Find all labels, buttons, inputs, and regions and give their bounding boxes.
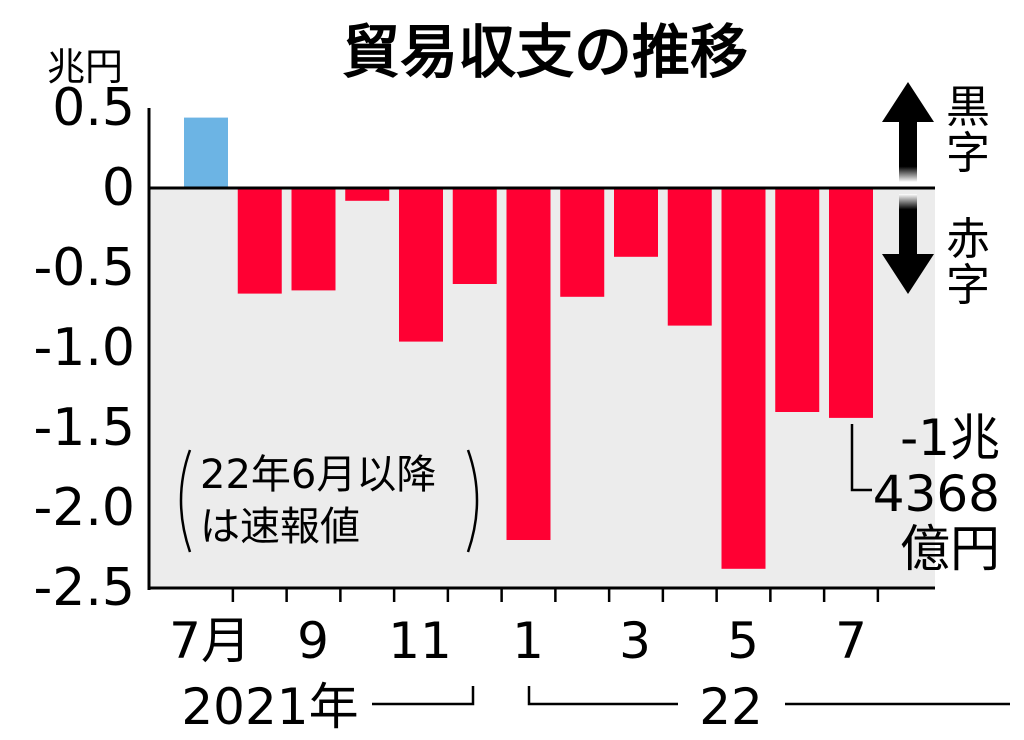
legend-surplus-label: 黒字 [946,82,990,179]
deficit-bar [721,188,766,569]
surplus-bar [184,117,228,188]
deficit-bar [829,188,873,418]
deficit-bar [560,188,605,297]
y-tick-label: -1.0 [34,318,135,378]
annotation-leader-line [850,424,872,492]
deficit-bar [452,188,497,284]
annotation-line-3: 億円 [900,520,1000,578]
note-right-paren [466,449,479,553]
note-line-1: 22年6月以降 [200,452,436,498]
x-tick-label: 9 [297,612,329,670]
x-tick-label: 5 [727,612,759,670]
annotation-line-2: 4368 [873,465,1000,523]
x-tick-marks [231,588,880,602]
deficit-bar [291,188,336,291]
y-tick-label: 0 [102,158,135,218]
year-label-2021: 2021年 [181,678,358,736]
year-label-2022: 22 [699,678,763,736]
y-tick-label: -0.5 [34,238,135,298]
x-tick-label: 1 [512,612,544,670]
chart-title: 貿易収支の推移 [342,18,748,86]
deficit-bar [614,188,658,257]
y-tick-label: -1.5 [34,398,135,458]
surplus-arrow-icon [882,82,934,182]
x-tick-label: 7月 [169,612,251,670]
y-tick-label: 0.5 [52,78,135,138]
annotation-line-1: -1兆 [900,409,1000,467]
y-tick-labels: 0.5 0 -0.5 -1.0 -1.5 -2.0 -2.5 [34,78,135,618]
deficit-bar [237,188,282,294]
deficit-arrow-icon [882,194,934,294]
year-bracket-2021 [372,686,475,706]
bars-group [184,117,873,569]
legend-deficit-label: 赤字 [946,214,990,311]
deficit-bar [667,188,712,326]
x-tick-label: 3 [619,612,651,670]
deficit-bar [399,188,443,342]
year-bracket-2022 [527,686,1010,706]
deficit-bar [345,188,390,201]
x-tick-label: 11 [388,612,452,670]
note-line-2: は速報値 [200,504,360,550]
x-tick-labels: 7月 9 11 1 3 5 7 [169,612,867,670]
y-tick-label: -2.0 [34,478,135,538]
y-tick-label: -2.5 [34,558,135,618]
deficit-bar [775,188,820,412]
note-left-paren [179,449,192,553]
deficit-bar [506,188,551,540]
y-axis-unit-label: 兆円 [47,45,123,89]
x-tick-label: 7 [835,612,867,670]
